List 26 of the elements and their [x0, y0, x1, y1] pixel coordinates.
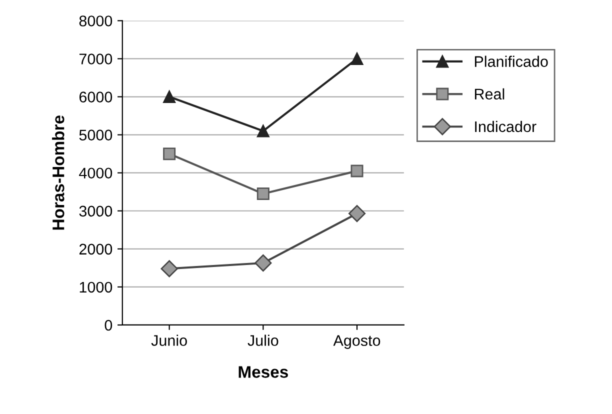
- y-tick-label: 2000: [79, 244, 112, 255]
- x-axis-title: Meses: [238, 366, 288, 378]
- legend-label: Planificado: [474, 56, 548, 67]
- y-tick-label: 4000: [79, 168, 112, 179]
- point: [348, 204, 366, 222]
- y-axis-title: Horas-Hombre: [52, 116, 64, 230]
- point: [163, 90, 176, 104]
- y-tick-label: 3000: [79, 206, 112, 217]
- x-tick-label: Junio: [151, 334, 187, 346]
- y-tick-label: 7000: [79, 54, 112, 64]
- y-tick-label: 8000: [79, 16, 112, 26]
- point: [350, 52, 364, 65]
- point: [350, 164, 364, 178]
- point: [254, 254, 272, 272]
- x-tick-label: Agosto: [333, 335, 380, 349]
- point: [163, 148, 176, 160]
- y-tick-label: 0: [104, 320, 112, 331]
- x-tick-label: Julio: [248, 334, 278, 346]
- point: [256, 188, 270, 200]
- point: [160, 260, 178, 278]
- legend-label: Indicador: [475, 120, 536, 132]
- y-tick-label: 5000: [79, 130, 112, 140]
- y-tick-label: 6000: [79, 92, 112, 102]
- y-tick-label: 1000: [80, 282, 112, 293]
- legend-label: Real: [474, 88, 504, 100]
- point: [256, 124, 270, 138]
